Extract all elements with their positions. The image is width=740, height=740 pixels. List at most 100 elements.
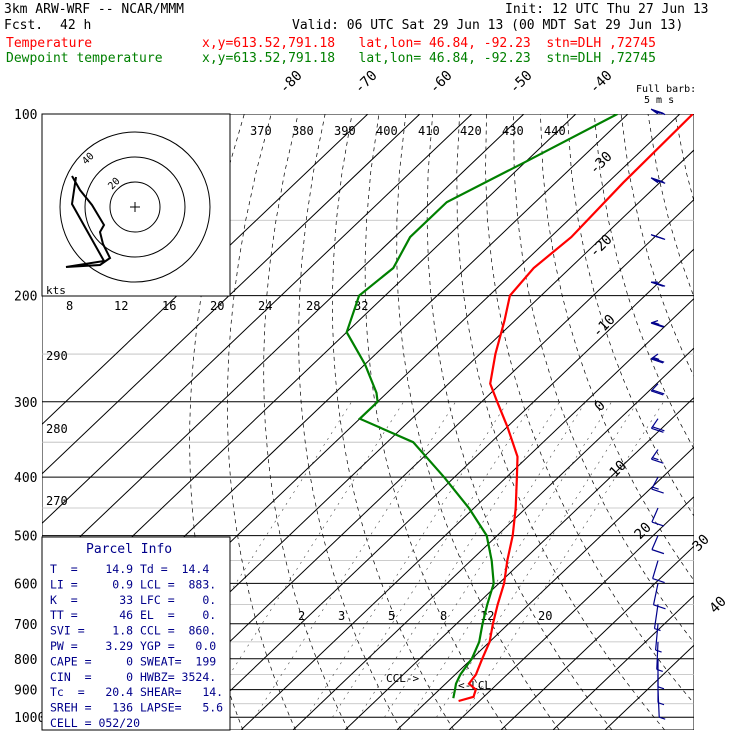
isotherm	[604, 644, 694, 730]
mixing-ratio-top-label: 12	[114, 299, 128, 313]
hodograph-ring	[109, 181, 161, 233]
dry-adiabat	[456, 114, 665, 730]
wind-barb-staff	[655, 623, 659, 651]
parcel-info-row: K = 33 LFC = 0.	[50, 593, 216, 607]
parcel-info-row: Tc = 20.4 SHEAR= 14.	[50, 685, 223, 699]
isotherm	[42, 114, 577, 624]
wind-barb-flag	[651, 488, 664, 494]
mixing-ratio-line	[410, 401, 612, 718]
dry-adiabat	[332, 114, 455, 730]
wind-barb-staff	[652, 560, 659, 579]
mixing-ratio-top-label: 8	[66, 299, 73, 313]
wind-barb-staff	[652, 583, 659, 605]
temperature-line	[458, 114, 694, 703]
isotherm-label: 20	[632, 520, 655, 543]
wind-barb	[651, 507, 665, 527]
isotherm	[240, 297, 694, 730]
mixing-ratio-line	[384, 401, 586, 718]
pressure-label-200: 200	[14, 290, 37, 305]
isotherm	[42, 114, 369, 425]
wind-barb-flag	[652, 578, 665, 584]
mixing-ratio-bottom-label: 20	[538, 609, 552, 623]
wind-barb	[650, 449, 664, 464]
hodograph-ring	[84, 156, 186, 258]
wind-barb-flag	[651, 357, 665, 363]
dewpoint-line	[345, 114, 618, 699]
isotherm-label: -10	[590, 312, 619, 341]
pressure-label-500: 500	[14, 530, 37, 545]
isotherm-label: 40	[707, 594, 730, 617]
theta-label: 420	[460, 124, 482, 138]
wind-barb	[650, 281, 666, 287]
isotherm	[344, 396, 694, 730]
pressure-label-600: 600	[14, 577, 37, 592]
wind-barb-staff	[651, 507, 659, 523]
parcel-info-row: SVI = 1.8 CCL = 860.	[50, 624, 216, 638]
valid-time: Valid: 06 UTC Sat 29 Jun 13 (00 MDT Sat …	[292, 18, 684, 33]
dry-adiabat	[674, 114, 694, 203]
theta-label: 440	[544, 124, 566, 138]
mixing-ratio-line	[358, 401, 560, 718]
wind-barb-flag	[651, 549, 665, 555]
mixing-ratio-top-label: 16	[162, 299, 176, 313]
isotherm-label: -80	[277, 68, 306, 97]
pressure-label-100: 100	[14, 108, 37, 123]
wind-barb	[650, 383, 665, 396]
wind-barb-flag	[652, 457, 659, 461]
theta-left-label: 280	[46, 422, 68, 436]
pressure-label-800: 800	[14, 653, 37, 668]
dry-adiabat	[227, 114, 296, 730]
wind-barb	[657, 689, 666, 720]
isotherm-label: -40	[587, 68, 616, 97]
theta-label: 400	[376, 124, 398, 138]
wind-barb-flag	[653, 604, 666, 610]
wind-barb-flag	[650, 322, 664, 328]
isotherm	[292, 347, 694, 730]
mixing-ratio-line	[436, 401, 638, 718]
wind-barb-flag	[652, 281, 666, 287]
hodograph-trace	[65, 175, 112, 268]
dewpoint-location: x,y=613.52,791.18 lat,lon= 46.84, -92.23…	[202, 51, 656, 66]
mixing-ratio-bottom-label: 8	[440, 609, 447, 623]
mixing-ratio-top-label: 28	[306, 299, 320, 313]
isotherm-label: -70	[352, 68, 381, 97]
parcel-info-row: T = 14.9 Td = 14.4	[50, 562, 209, 576]
parcel-info-box	[41, 536, 231, 731]
parcel-info-row: CAPE = 0 SWEAT= 199	[50, 654, 216, 668]
wind-barb	[650, 418, 665, 433]
parcel-info-title: Parcel Info	[86, 542, 172, 557]
mixing-ratio-line	[254, 401, 456, 718]
wind-barb-flag	[654, 179, 661, 183]
wind-barb-flag	[654, 110, 661, 114]
parcel-info-row: CELL = 052/20	[50, 716, 140, 730]
parcel-info-row: PW = 3.29 YGP = 0.0	[50, 639, 216, 653]
wind-barb-flag	[652, 356, 660, 361]
pressure-label-1000: 1000	[14, 711, 45, 726]
dry-adiabat	[540, 114, 694, 582]
dry-adiabat	[485, 114, 694, 704]
hodograph-units: kts	[46, 284, 66, 297]
dewpoint-legend: Dewpoint temperature	[6, 51, 163, 66]
temperature-location: x,y=613.52,791.18 lat,lon= 46.84, -92.23…	[202, 36, 656, 51]
wind-barb-flag	[651, 390, 664, 396]
wind-barb	[651, 535, 665, 555]
wind-barb	[650, 234, 666, 240]
mixing-ratio-bottom-label: 5	[388, 609, 395, 623]
parcel-info-row: SREH = 136 LAPSE= 5.6	[50, 701, 223, 715]
wind-barb-flag	[652, 234, 666, 240]
wind-barb-staff	[651, 476, 659, 490]
isotherm	[552, 595, 694, 730]
isotherm	[448, 495, 694, 730]
mixing-ratio-top-label: 20	[210, 299, 224, 313]
ccl-label: CCL->	[386, 672, 419, 685]
barb-legend-unit: 5 m s	[644, 95, 674, 106]
wind-barb	[651, 476, 664, 494]
wind-barb	[652, 560, 665, 584]
mixing-ratio-bottom-label: 3	[338, 609, 345, 623]
dry-adiabat	[396, 114, 560, 730]
wind-barb-flag	[652, 321, 660, 325]
theta-label: 370	[250, 124, 272, 138]
dry-adiabat	[620, 114, 694, 378]
model-title: 3km ARW-WRF -- NCAR/MMM	[4, 2, 185, 17]
dry-adiabat	[593, 114, 694, 450]
